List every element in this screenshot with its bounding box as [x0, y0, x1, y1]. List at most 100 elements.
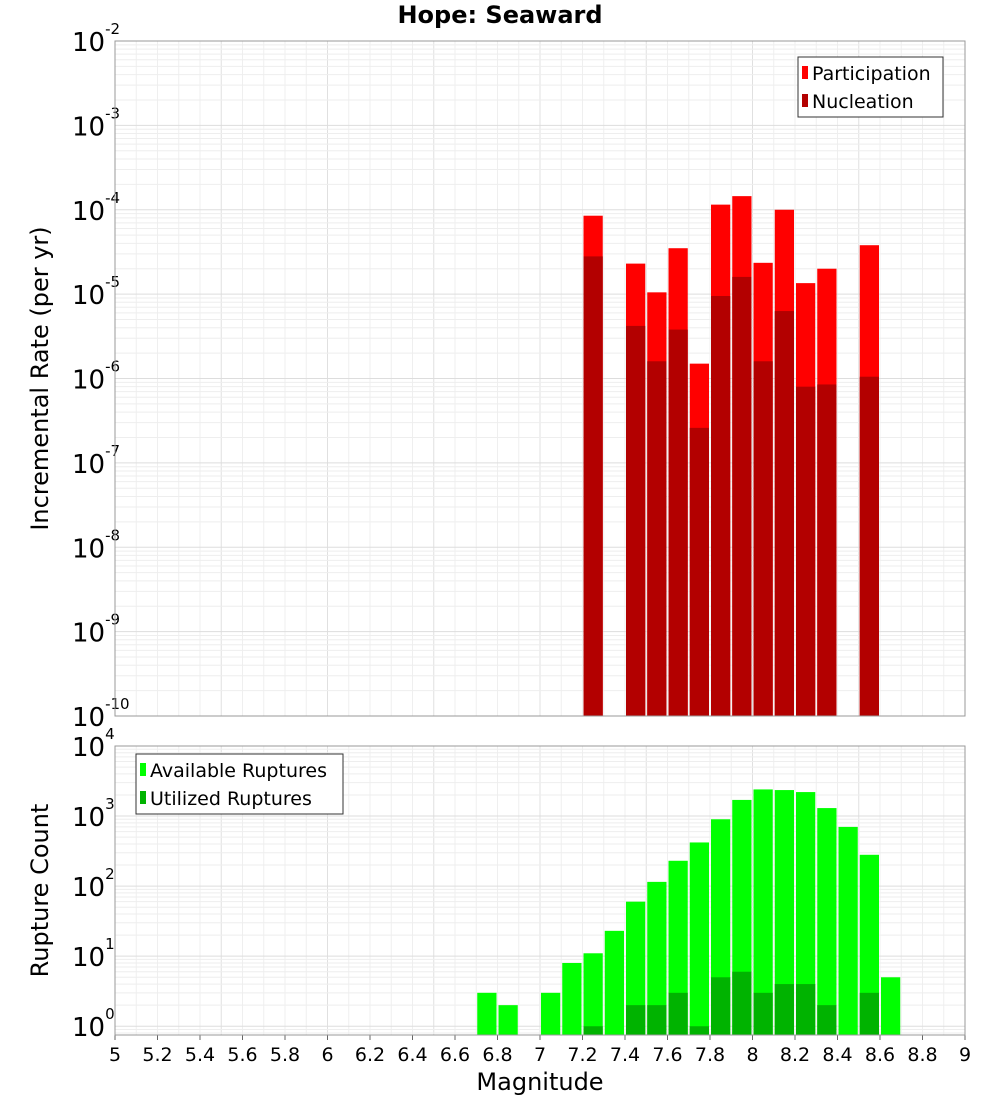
- y-tick-label: 10-10: [72, 695, 130, 733]
- bottom-panel: 100 101 102 103 104 5 5.2 5.4 5.6 5.8 6 6.2 6.4 6.6 6…: [26, 725, 971, 1096]
- chart-title: Hope: Seaward: [397, 1, 602, 29]
- y-tick-label: 103: [72, 795, 115, 833]
- x-tick-label: 9: [959, 1044, 971, 1066]
- bar-available-ruptures: [668, 860, 688, 1035]
- bar-available-ruptures: [647, 881, 667, 1035]
- y-tick-label: 101: [72, 935, 115, 973]
- x-tick-label: 5: [109, 1044, 121, 1066]
- bar-available-ruptures: [796, 792, 816, 1035]
- bar-nucleation: [859, 376, 879, 716]
- legend-box: [135, 753, 344, 815]
- top-gridlines: [114, 40, 966, 717]
- x-axis-label: Magnitude: [476, 1068, 603, 1096]
- bar-utilized-ruptures: [711, 977, 731, 1035]
- x-tick-label: 8.8: [907, 1044, 937, 1066]
- x-tick-label: 7.8: [695, 1044, 725, 1066]
- legend-swatch: [140, 763, 146, 776]
- x-tick-label: 5.8: [270, 1044, 300, 1066]
- bar-available-ruptures: [583, 953, 603, 1035]
- bar-utilized-ruptures: [774, 984, 794, 1035]
- legend-box: [797, 56, 944, 118]
- x-tick-label: 8.2: [780, 1044, 810, 1066]
- x-tick-label: 7.4: [610, 1044, 640, 1066]
- x-ticks: 5 5.2 5.4 5.6 5.8 6 6.2 6.4 6.6 6.8 7 7.2 7.4 7.6 7.8 8…: [109, 1035, 971, 1066]
- bar-available-ruptures: [626, 901, 646, 1035]
- legend-swatch: [140, 791, 146, 804]
- bar-utilized-ruptures: [753, 992, 773, 1035]
- bar-nucleation: [689, 427, 709, 716]
- legend-entry: Available Ruptures: [150, 760, 327, 782]
- legend-entry: Utilized Ruptures: [150, 788, 312, 810]
- bar-available-ruptures: [753, 789, 773, 1035]
- x-tick-label: 6.8: [482, 1044, 512, 1066]
- y-tick-label: 10-9: [72, 611, 120, 649]
- bar-nucleation: [796, 386, 816, 716]
- x-tick-label: 6.6: [440, 1044, 470, 1066]
- y-tick-label: 10-7: [72, 442, 120, 480]
- y-tick-label: 100: [72, 1005, 115, 1043]
- x-tick-label: 8: [746, 1044, 758, 1066]
- bar-available-ruptures: [817, 808, 837, 1035]
- bar-nucleation: [647, 361, 667, 716]
- bar-nucleation: [626, 325, 646, 716]
- bar-available-ruptures: [689, 842, 709, 1035]
- bar-available-ruptures: [838, 826, 858, 1035]
- x-tick-label: 5.2: [142, 1044, 172, 1066]
- bar-utilized-ruptures: [668, 992, 688, 1035]
- bar-utilized-ruptures: [859, 992, 879, 1035]
- y-tick-label: 102: [72, 865, 115, 903]
- bar-available-ruptures: [498, 1005, 518, 1035]
- x-tick-label: 7.2: [567, 1044, 597, 1066]
- top-y-axis-label: Incremental Rate (per yr): [26, 226, 54, 530]
- legend-swatch: [802, 66, 808, 79]
- y-tick-label: 10-4: [72, 189, 120, 227]
- bottom-legend: Available Ruptures Utilized Ruptures: [135, 753, 344, 815]
- bar-available-ruptures: [541, 992, 561, 1035]
- x-tick-label: 6.2: [355, 1044, 385, 1066]
- bar-utilized-ruptures: [689, 1026, 709, 1035]
- x-tick-label: 5.4: [185, 1044, 215, 1066]
- x-tick-label: 7: [534, 1044, 546, 1066]
- bar-available-ruptures: [604, 930, 624, 1035]
- x-tick-label: 7.6: [652, 1044, 682, 1066]
- bar-utilized-ruptures: [817, 1005, 837, 1035]
- bar-nucleation: [711, 296, 731, 716]
- y-tick-label: 10-2: [72, 20, 120, 58]
- bar-utilized-ruptures: [732, 971, 752, 1035]
- y-tick-label: 10-5: [72, 273, 120, 311]
- y-tick-label: 10-8: [72, 526, 120, 564]
- x-tick-label: 6.4: [397, 1044, 427, 1066]
- bottom-plot-frame: [114, 745, 966, 1036]
- bar-utilized-ruptures: [583, 1026, 603, 1035]
- bar-available-ruptures: [859, 854, 879, 1035]
- bar-utilized-ruptures: [796, 984, 816, 1035]
- bar-available-ruptures: [881, 977, 901, 1035]
- bottom-y-axis-label: Rupture Count: [26, 804, 54, 978]
- bar-available-ruptures: [477, 992, 497, 1035]
- legend-entry: Nucleation: [812, 91, 914, 113]
- bar-utilized-ruptures: [626, 1005, 646, 1035]
- top-legend: Participation Nucleation: [797, 56, 944, 118]
- x-tick-label: 5.6: [227, 1044, 257, 1066]
- bar-nucleation: [732, 276, 752, 716]
- bar-nucleation: [817, 384, 837, 716]
- bar-utilized-ruptures: [647, 1005, 667, 1035]
- bar-nucleation: [668, 329, 688, 716]
- bar-nucleation: [583, 256, 603, 716]
- bottom-y-ticks: 100 101 102 103 104: [72, 725, 115, 1043]
- y-tick-label: 104: [72, 725, 115, 763]
- legend-swatch: [802, 94, 808, 107]
- bar-available-ruptures: [562, 962, 582, 1035]
- top-bars: [583, 196, 879, 717]
- bar-available-ruptures: [774, 790, 794, 1035]
- x-tick-label: 6: [321, 1044, 333, 1066]
- bottom-bars: [477, 789, 901, 1035]
- legend-entry: Participation: [812, 63, 931, 85]
- y-tick-label: 10-3: [72, 104, 120, 142]
- y-tick-label: 10-6: [72, 358, 120, 396]
- top-panel: 10-10 10-9 10-8 10-7 10-6 10-5 10-4 10-3 10-2 In…: [26, 20, 966, 733]
- top-y-ticks: 10-10 10-9 10-8 10-7 10-6 10-5 10-4 10-3 10-2: [72, 20, 130, 733]
- x-tick-label: 8.6: [865, 1044, 895, 1066]
- x-tick-label: 8.4: [822, 1044, 852, 1066]
